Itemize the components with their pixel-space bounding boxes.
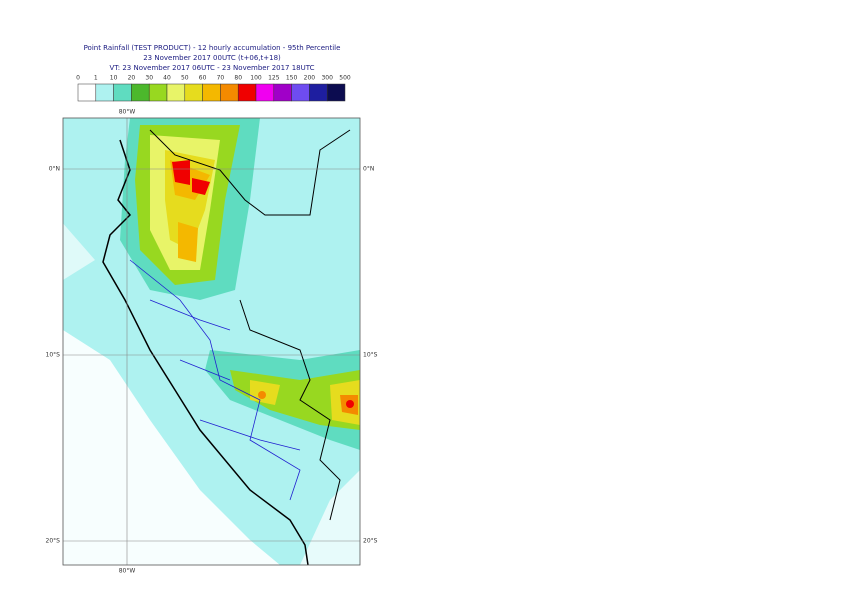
legend-label: 50 — [181, 75, 189, 82]
lon-label: 80°W — [119, 109, 136, 116]
legend-swatch — [148, 83, 168, 102]
lat-label: 0°N — [363, 166, 374, 173]
legend-label: 80 — [234, 75, 242, 82]
legend-label: 10 — [110, 75, 118, 82]
legend-label: 20 — [128, 75, 136, 82]
legend-swatch — [95, 83, 114, 102]
legend-label: 125 — [268, 75, 280, 82]
legend-swatch — [202, 83, 221, 102]
map-frame — [62, 117, 361, 566]
legend-swatch — [273, 83, 292, 102]
legend-label: 30 — [145, 75, 153, 82]
lat-label: 20°S — [46, 538, 61, 545]
legend-label: 60 — [199, 75, 207, 82]
lon-label: 80°W — [119, 568, 136, 575]
legend-swatch — [237, 83, 257, 102]
title: Point Rainfall (TEST PRODUCT) - 12 hourl… — [84, 44, 341, 52]
legend-label: 1 — [94, 75, 98, 82]
legend-swatch — [220, 83, 239, 102]
valid-time: VT: 23 November 2017 06UTC - 23 November… — [109, 64, 314, 72]
legend-label: 200 — [304, 75, 316, 82]
legend-swatch — [113, 83, 132, 102]
base-time: 23 November 2017 00UTC (t+06,t+18) — [143, 54, 281, 62]
legend: 0 1 10 20 30 40 50 60 70 80 100 125 150 200 300 500 — [76, 75, 351, 102]
map — [63, 118, 360, 565]
legend-swatch — [166, 83, 186, 102]
legend-label: 70 — [217, 75, 225, 82]
legend-label: 100 — [250, 75, 262, 82]
lat-label: 20°S — [363, 538, 378, 545]
legend-swatch — [77, 83, 97, 102]
legend-swatch — [291, 83, 310, 102]
lat-label: 10°S — [363, 352, 378, 359]
legend-swatch — [326, 83, 346, 102]
lat-label: 0°N — [49, 166, 60, 173]
lat-label: 10°S — [46, 352, 61, 359]
legend-label: 40 — [163, 75, 171, 82]
legend-label: 500 — [339, 75, 351, 82]
legend-swatch — [255, 83, 275, 102]
legend-swatch — [184, 83, 203, 102]
legend-label: 300 — [321, 75, 333, 82]
legend-label: 0 — [76, 75, 80, 82]
legend-swatch — [131, 83, 150, 102]
legend-label: 150 — [286, 75, 298, 82]
legend-swatch — [309, 83, 328, 102]
